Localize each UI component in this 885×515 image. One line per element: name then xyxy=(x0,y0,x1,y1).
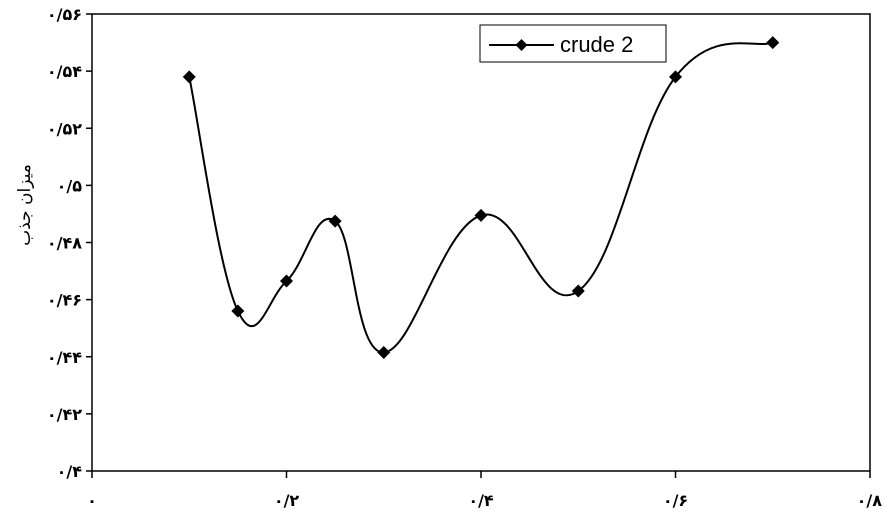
data-point xyxy=(280,274,293,288)
legend-box xyxy=(479,24,667,63)
data-point xyxy=(474,208,488,222)
y-axis-title: میزان جذب xyxy=(15,164,35,246)
data-point xyxy=(231,304,245,318)
x-tick-label: ۰ xyxy=(87,491,97,510)
legend: crude 2 xyxy=(479,24,667,63)
y-tick-label: ۰/۵۴ xyxy=(47,62,82,81)
legend-marker xyxy=(515,39,528,51)
data-point xyxy=(377,345,391,359)
x-tick-label: ۰/۴ xyxy=(468,491,494,510)
x-tick-label: ۰/۲ xyxy=(274,491,300,510)
series-line-crude-2 xyxy=(188,41,774,354)
x-tick-label: ۰/۸ xyxy=(857,491,883,510)
data-point xyxy=(328,214,342,228)
data-point xyxy=(182,70,196,84)
data-point xyxy=(766,36,780,50)
y-tick-label: ۰/۴۸ xyxy=(47,234,82,253)
legend-label: crude 2 xyxy=(560,32,633,57)
y-tick-label: ۰/۴۴ xyxy=(47,348,82,367)
plot-area xyxy=(91,13,871,472)
data-point xyxy=(571,284,585,298)
y-tick-label: ۰/۵۲ xyxy=(47,119,82,138)
x-tick-label: ۰/۶ xyxy=(663,491,688,510)
x-axis: ۰ ۰/۲ ۰/۴ ۰/۶ ۰/۸ xyxy=(87,471,882,510)
y-tick-label: ۰/۴۶ xyxy=(47,291,82,310)
data-point xyxy=(669,70,682,84)
y-tick-label: ۰/۴ xyxy=(57,462,83,481)
series-markers xyxy=(182,36,780,359)
y-tick-label: ۰/۵ xyxy=(57,176,83,195)
y-tick-label: ۰/۴۲ xyxy=(47,405,82,424)
y-tick-label: ۰/۵۶ xyxy=(47,5,82,24)
y-axis: ۰/۴ ۰/۴۲ ۰/۴۴ ۰/۴۶ ۰/۴۸ ۰/۵ ۰/۵۲ ۰/۵۴ ۰/۵۶ xyxy=(47,5,92,481)
